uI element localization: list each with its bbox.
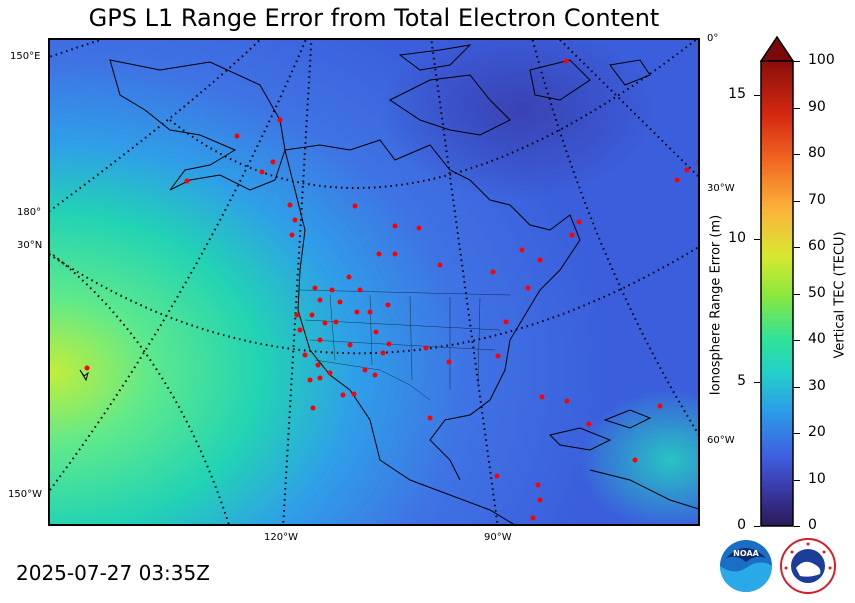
tec-map [50,40,698,524]
label-150w: 150°W [8,489,42,500]
right-axis-tick-0: 0 [808,517,817,533]
right-axis-tick-10: 10 [808,470,826,487]
right-axis-tick-mark [794,526,800,527]
label-30w: 30°W [707,183,735,194]
right-axis-tick-30: 30 [808,377,826,394]
left-axis-tick-15: 15 [728,86,746,103]
right-axis-tick-90: 90 [808,98,826,115]
left-axis-tick-0: 0 [737,517,746,533]
left-axis-tick-mark [754,526,760,527]
right-axis-tick-mark [794,154,800,155]
right-axis-tick-mark [794,61,800,62]
right-axis-tick-40: 40 [808,331,826,347]
right-axis-tick-60: 60 [808,238,826,254]
colorbar-scale [760,60,794,527]
label-150e: 150°E [10,51,41,62]
noaa-logo: NOAA [720,540,772,592]
national-weather-service-logo [780,538,836,594]
left-axis-tick-5: 5 [737,373,746,390]
label-180: 180° [17,207,42,218]
right-axis-tick-mark [794,200,800,202]
right-axis-tick-mark [794,433,800,434]
right-axis-tick-50: 50 [808,284,826,301]
timestamp: 2025-07-27 03:35Z [16,561,210,585]
colorbar-extend-arrow [760,36,794,62]
label-0: 0° [707,33,719,44]
coastlines [109,44,698,524]
label-120w: 120°W [264,532,298,543]
right-axis-tick-80: 80 [808,145,826,161]
right-axis-tick-100: 100 [808,52,835,68]
left-axis-tick-10: 10 [728,229,746,246]
right-axis-tick-mark [794,340,800,341]
svg-text:NOAA: NOAA [733,549,759,558]
right-axis-title: Vertical TEC (TECU) [832,231,848,359]
map-area [48,38,700,526]
colorbar [760,36,794,527]
right-axis-tick-70: 70 [808,191,826,208]
right-axis-tick-mark [794,107,800,109]
left-axis-tick-mark [754,238,760,240]
left-axis-tick-mark [754,382,760,384]
left-axis-title: Ionosphere Range Error (m) [708,214,724,396]
right-axis-tick-mark [794,386,800,388]
high-tec-region [580,390,698,524]
stations [84,58,698,521]
graticule [50,40,698,524]
logos: NOAA [720,538,836,594]
right-axis-tick-mark [794,247,800,248]
label-60w: 60°W [707,435,735,446]
left-axis-tick-mark [754,95,760,97]
label-30n: 30°N [17,240,43,251]
right-axis-tick-20: 20 [808,424,826,440]
right-axis-tick-mark [794,479,800,481]
chart-title: GPS L1 Range Error from Total Electron C… [88,4,660,32]
label-90w: 90°W [484,532,512,543]
right-axis-tick-mark [794,293,800,295]
hawaii [79,369,89,382]
